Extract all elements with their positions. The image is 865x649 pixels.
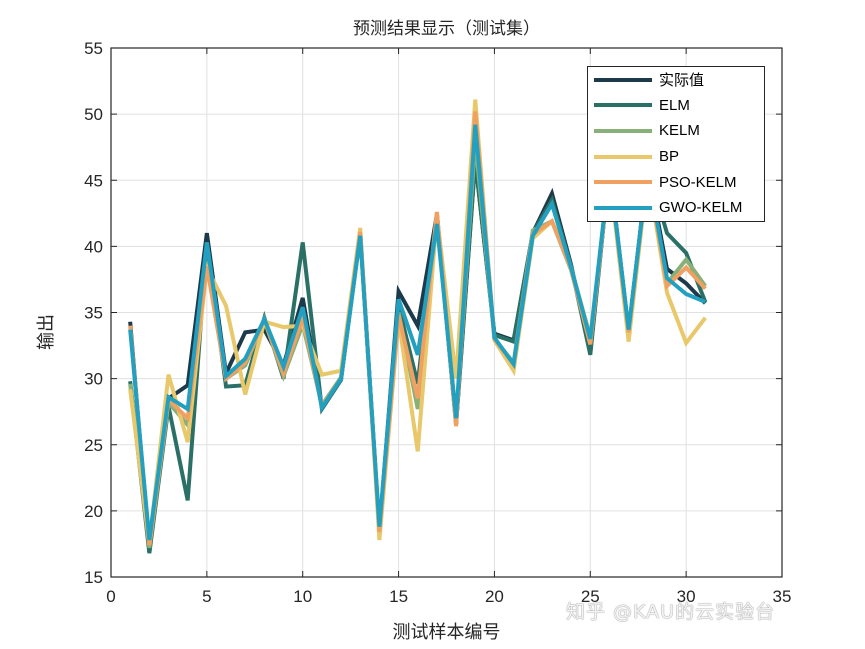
legend-label: ELM	[659, 96, 690, 114]
svg-text:30: 30	[677, 587, 696, 606]
svg-text:35: 35	[773, 587, 792, 606]
svg-text:30: 30	[84, 370, 103, 389]
svg-text:15: 15	[389, 587, 408, 606]
svg-text:5: 5	[202, 587, 211, 606]
legend-swatch	[594, 205, 652, 210]
legend-swatch	[594, 154, 652, 159]
legend-item-bp: BP	[594, 144, 764, 170]
legend-item-elm: ELM	[594, 93, 764, 119]
legend-item-actual: 实际值	[594, 67, 764, 93]
svg-text:50: 50	[84, 105, 103, 124]
svg-text:20: 20	[84, 502, 103, 521]
legend-swatch	[594, 103, 652, 108]
svg-text:15: 15	[84, 568, 103, 587]
legend-swatch	[594, 77, 652, 82]
svg-text:55: 55	[84, 39, 103, 58]
svg-text:10: 10	[293, 587, 312, 606]
svg-text:35: 35	[84, 304, 103, 323]
legend-swatch	[594, 180, 652, 185]
svg-text:0: 0	[106, 587, 115, 606]
watermark: 知乎 @KAU的云实验台	[566, 601, 776, 623]
x-axis-label: 测试样本编号	[392, 622, 501, 643]
legend-label: GWO-KELM	[659, 199, 743, 217]
svg-text:45: 45	[84, 171, 103, 190]
y-axis-label: 输出	[36, 314, 57, 350]
svg-text:20: 20	[485, 587, 504, 606]
legend-label: 实际值	[659, 71, 705, 90]
legend-item-kelm: KELM	[594, 118, 764, 144]
legend-label: KELM	[659, 122, 700, 140]
legend-swatch	[594, 128, 652, 133]
axes: 0 5 10 15 20 25 30 35 15 20 25 30 35 40 45 50 55	[84, 39, 791, 606]
svg-text:25: 25	[84, 436, 103, 455]
legend-label: PSO-KELM	[659, 173, 737, 191]
legend-item-pso-kelm: PSO-KELM	[594, 169, 764, 195]
legend-label: BP	[659, 148, 680, 166]
legend-item-gwo-kelm: GWO-KELM	[594, 195, 764, 221]
svg-text:40: 40	[84, 237, 103, 256]
legend: 实际值 ELM KELM BP PSO-KELM GWO-KELM	[587, 66, 765, 222]
chart-title: 预测结果显示（测试集）	[353, 19, 540, 39]
svg-text:25: 25	[581, 587, 600, 606]
